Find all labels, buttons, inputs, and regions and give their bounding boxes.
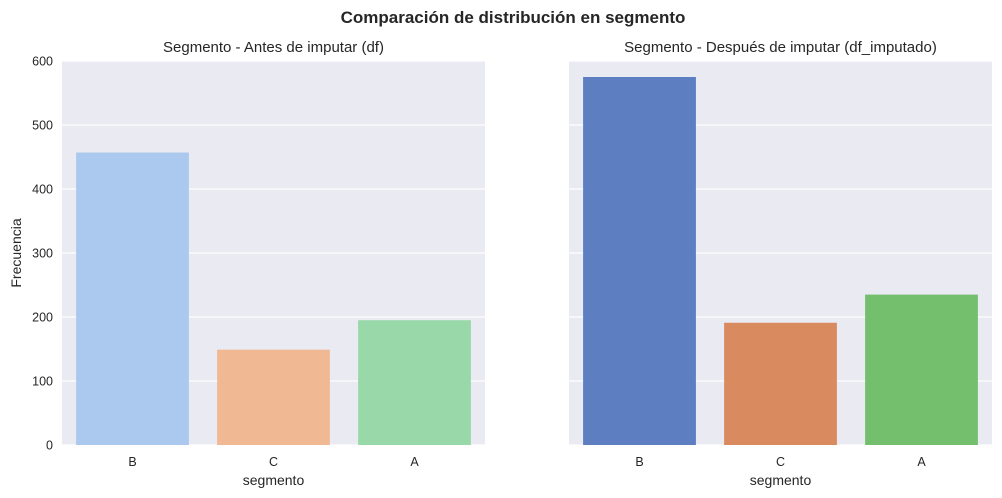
x-tick-label: A bbox=[917, 455, 926, 469]
y-tick-label: 400 bbox=[32, 183, 53, 197]
chart-title-after: Segmento - Después de imputar (df_imputa… bbox=[624, 39, 937, 56]
chart-after-imputation: Segmento - Después de imputar (df_imputa… bbox=[569, 39, 992, 488]
x-tick-label: B bbox=[635, 455, 643, 469]
chart-title-before: Segmento - Antes de imputar (df) bbox=[163, 39, 384, 56]
y-tick-label: 500 bbox=[32, 119, 53, 133]
chart-before-imputation: Segmento - Antes de imputar (df) 0 100 200… bbox=[8, 39, 485, 488]
x-axis-label-after: segmento bbox=[750, 472, 812, 488]
bars-before bbox=[76, 152, 471, 445]
bar-b bbox=[583, 77, 696, 445]
y-tick-label: 100 bbox=[32, 375, 53, 389]
x-tick-label: C bbox=[776, 455, 785, 469]
y-axis-label-before: Frecuencia bbox=[8, 218, 24, 287]
bars-after bbox=[583, 77, 978, 445]
bar-c bbox=[724, 322, 837, 445]
y-tick-label: 0 bbox=[46, 439, 53, 453]
figure-title: Comparación de distribución en segmento bbox=[341, 8, 686, 27]
bar-b bbox=[76, 152, 189, 445]
x-axis-label-before: segmento bbox=[243, 472, 305, 488]
bar-c bbox=[217, 349, 330, 445]
x-tick-label: A bbox=[410, 455, 419, 469]
y-tick-label: 300 bbox=[32, 247, 53, 261]
bar-a bbox=[358, 320, 471, 445]
y-ticks-before: 0 100 200 300 400 500 600 bbox=[32, 55, 53, 453]
x-tick-label: C bbox=[269, 455, 278, 469]
y-tick-label: 600 bbox=[32, 55, 53, 69]
x-tick-label: B bbox=[128, 455, 136, 469]
bar-a bbox=[865, 294, 978, 445]
y-tick-label: 200 bbox=[32, 311, 53, 325]
